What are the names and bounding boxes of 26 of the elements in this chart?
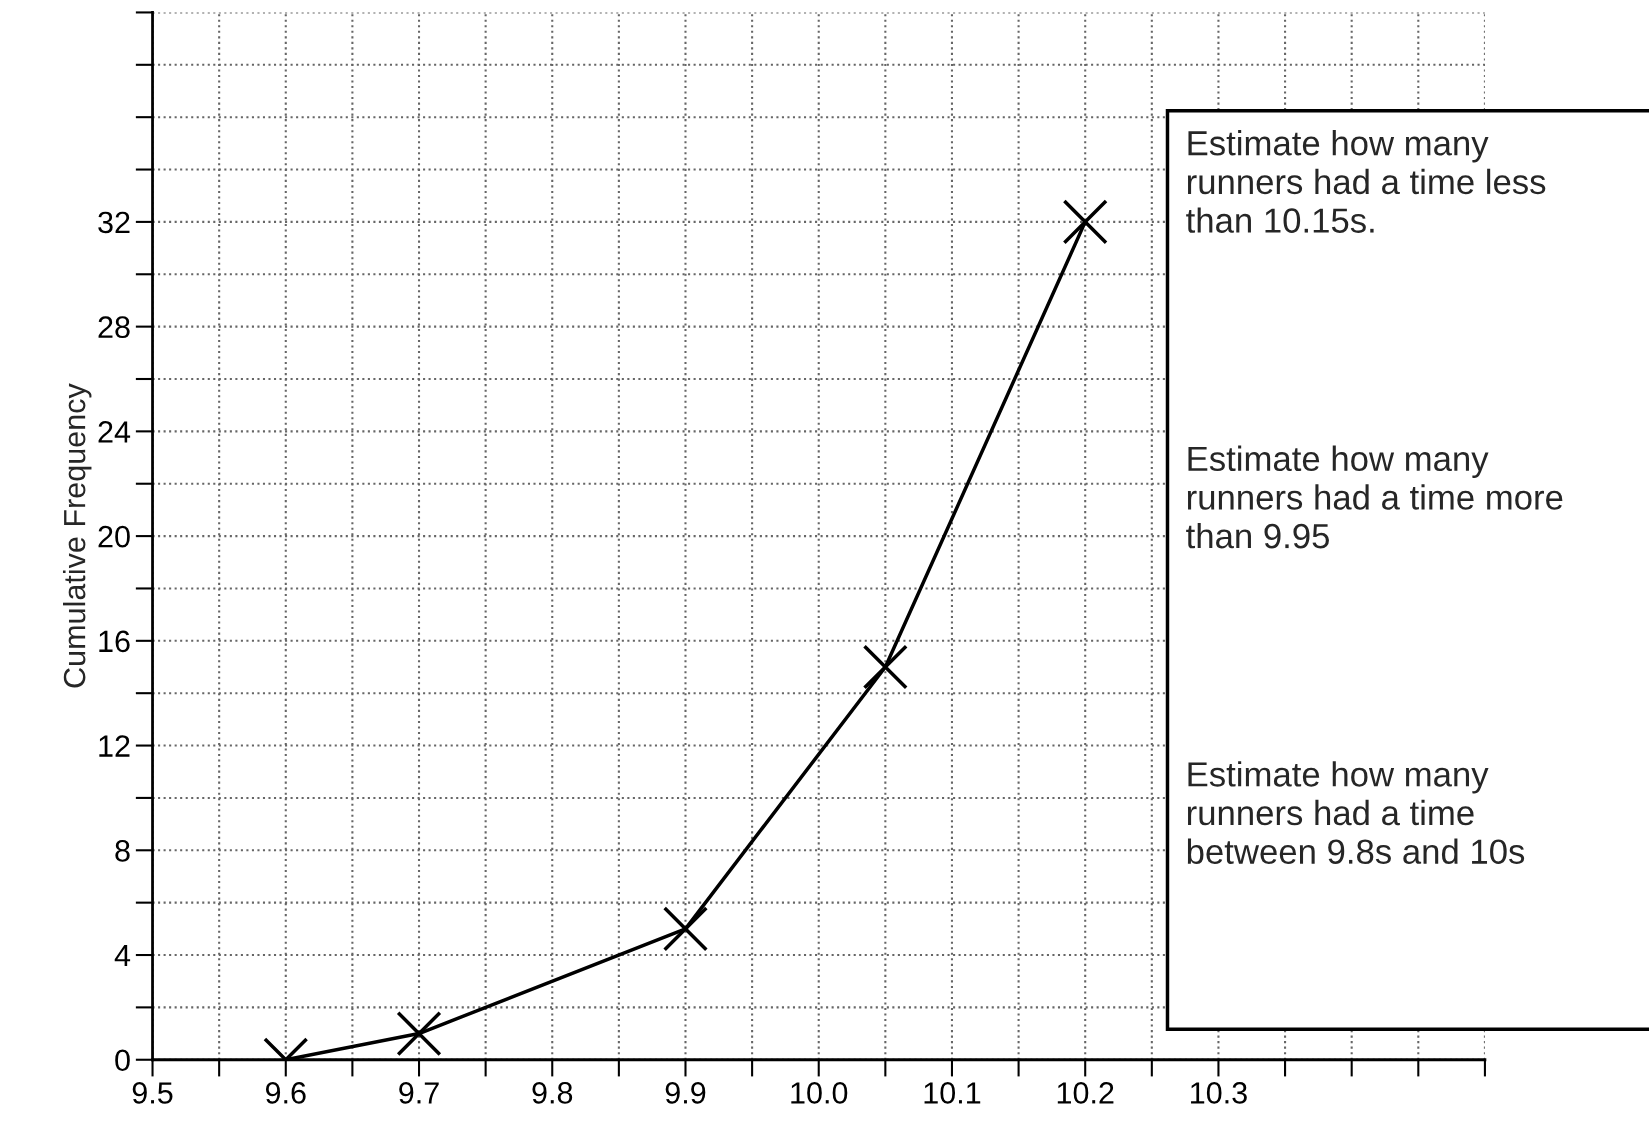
point xyxy=(1062,199,1108,245)
x-tick-label: 10.1 xyxy=(924,1082,981,1104)
y-tick-label: 12 xyxy=(99,735,130,757)
x-tick-label: 9.8 xyxy=(532,1082,573,1104)
x-tick-label: 9.5 xyxy=(132,1082,173,1104)
annotation: Estimate how many runners had a time more than 9.95 xyxy=(1186,445,1563,549)
x-tick-label: 10.0 xyxy=(791,1082,848,1104)
point xyxy=(396,1010,442,1057)
y-tick-label: 20 xyxy=(98,525,130,548)
x-tick-label: 9.9 xyxy=(665,1082,706,1104)
y-tick-label: 0 xyxy=(115,1049,130,1072)
x-tick-label: 10.3 xyxy=(1191,1082,1247,1104)
y-tick-label: 16 xyxy=(99,630,130,653)
y-tick-label: 28 xyxy=(98,316,130,339)
x-tick-label: 9.6 xyxy=(265,1082,306,1104)
y-tick-label: 8 xyxy=(115,840,130,862)
y-tick-label: 24 xyxy=(98,421,131,443)
x-tick-label: 10.2 xyxy=(1057,1082,1114,1104)
point xyxy=(862,644,908,690)
point xyxy=(662,906,709,952)
y-axis-title: Cumulative Frequency xyxy=(62,383,92,688)
x-tick-label: 9.7 xyxy=(399,1082,439,1104)
y-tick-label: 32 xyxy=(98,211,130,234)
annotation: Estimate how many runners had a time between 9.8s and 10s xyxy=(1187,761,1525,864)
y-tick-label: 4 xyxy=(114,945,131,967)
annotation: Estimate how many runners had a time less than 10.15s. xyxy=(1186,130,1546,233)
